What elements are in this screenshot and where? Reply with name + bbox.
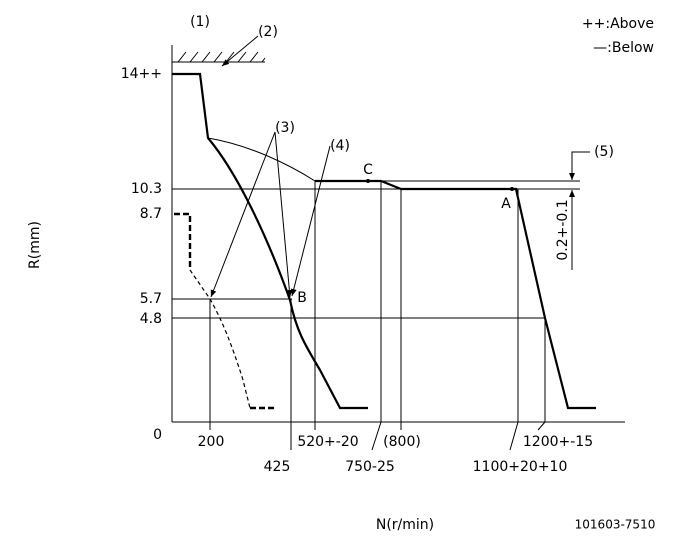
callout: (2) [258, 24, 278, 40]
callout: (4) [330, 138, 350, 154]
point-label: B [297, 290, 307, 306]
legend-below: —:Below [593, 40, 654, 56]
point-label: A [501, 196, 511, 212]
y-label: 8.7 [140, 206, 162, 222]
x-label: 750-25 [345, 459, 395, 475]
y-label: 10.3 [131, 181, 162, 197]
x-label: 520+-20 [297, 434, 358, 450]
y-title: R(mm) [27, 221, 43, 269]
y-label: 14++ [121, 66, 162, 82]
callout: (1) [190, 14, 210, 30]
callout: (3) [275, 120, 295, 136]
labels: (1) (2) (3) (4) (5) ++:Above —:Below A B… [27, 14, 655, 533]
x-title: N(r/min) [376, 517, 434, 533]
y-label: 5.7 [140, 291, 162, 307]
x-label: (800) [383, 434, 421, 450]
x-label: 425 [264, 459, 291, 475]
tolerance: 0.2+-0.1 [555, 199, 571, 260]
callout: (5) [594, 144, 614, 160]
x-label: 200 [198, 434, 225, 450]
y-label: 4.8 [140, 311, 162, 327]
point-label: C [363, 162, 373, 178]
legend-above: ++:Above [582, 16, 654, 32]
linework [171, 35, 625, 451]
x-label: 1200+-15 [523, 434, 593, 450]
y-label: 0 [153, 427, 162, 443]
x-label: 1100+20+10 [473, 459, 568, 475]
drawing-number: 101603-7510 [575, 518, 656, 532]
